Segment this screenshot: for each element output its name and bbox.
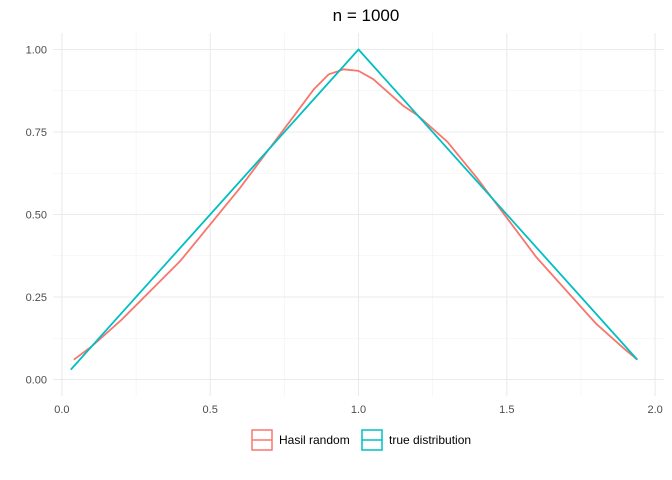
y-tick-label: 0.00 xyxy=(26,375,47,387)
y-tick-label: 1.00 xyxy=(26,45,47,57)
series-line-true-distribution xyxy=(70,48,638,371)
legend-label: Hasil random xyxy=(279,433,350,447)
legend-label: true distribution xyxy=(389,433,471,447)
x-tick-label: 1.5 xyxy=(499,404,514,416)
chart-title: n = 1000 xyxy=(333,6,400,25)
major-gridlines xyxy=(53,33,664,396)
y-tick-label: 0.25 xyxy=(26,292,47,304)
x-tick-label: 2.0 xyxy=(647,404,662,416)
x-tick-label: 0.5 xyxy=(203,404,218,416)
legend: Hasil random true distribution xyxy=(251,429,471,451)
x-tick-label: 1.0 xyxy=(351,404,366,416)
y-tick-label: 0.75 xyxy=(26,127,47,139)
series-lines xyxy=(70,48,638,371)
y-tick-label: 0.50 xyxy=(26,210,47,222)
series-line-hasil-random xyxy=(73,68,638,361)
x-axis-tick-labels: 0.0 0.5 1.0 1.5 2.0 xyxy=(54,404,663,416)
x-tick-label: 0.0 xyxy=(54,404,69,416)
y-axis-tick-labels: 0.00 0.25 0.50 0.75 1.00 xyxy=(26,45,47,387)
